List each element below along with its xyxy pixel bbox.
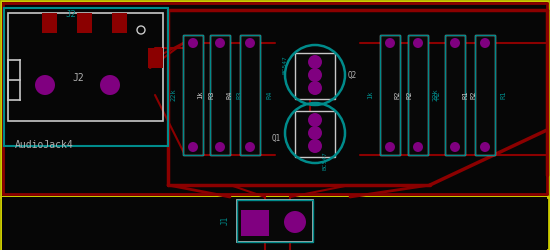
Bar [380,35,400,155]
Circle shape [450,38,460,48]
Bar [112,13,127,33]
Text: J2: J2 [65,10,76,19]
Text: R3: R3 [236,91,242,99]
Bar [295,53,335,99]
Bar [237,200,313,242]
Text: Q2: Q2 [348,70,358,80]
Text: R2: R2 [471,91,477,99]
Text: 22k: 22k [432,89,438,102]
Circle shape [385,38,395,48]
Text: R4: R4 [227,91,233,99]
Bar [183,35,203,155]
Circle shape [215,38,225,48]
Circle shape [308,55,322,69]
Circle shape [308,139,322,153]
Bar [237,200,313,242]
Bar [475,35,495,155]
Bar [210,35,230,155]
Bar [2,2,547,196]
Bar [183,35,203,155]
Circle shape [308,68,322,82]
Circle shape [450,142,460,152]
Bar [42,13,57,33]
Circle shape [245,38,255,48]
Text: R2: R2 [434,91,440,99]
Circle shape [480,142,490,152]
Bar [2,197,547,250]
Text: Q1: Q1 [272,134,281,142]
Circle shape [308,113,322,127]
Text: 1k: 1k [367,91,373,99]
Bar [4,8,168,146]
Bar [445,35,465,155]
Text: BC547: BC547 [322,152,327,171]
Bar [340,197,549,250]
Circle shape [188,38,198,48]
Circle shape [35,75,55,95]
Bar [148,48,163,68]
Bar [241,210,269,236]
Bar [209,197,340,250]
Text: R1: R1 [462,91,468,99]
Text: J1: J1 [221,215,229,224]
Circle shape [385,142,395,152]
Circle shape [308,81,322,95]
Circle shape [308,126,322,140]
Circle shape [245,142,255,152]
Circle shape [215,142,225,152]
Circle shape [188,142,198,152]
Text: 22k: 22k [170,89,176,102]
Text: J2: J2 [72,73,84,83]
Circle shape [413,38,423,48]
Text: R3: R3 [209,91,215,99]
Text: 1k: 1k [197,91,203,99]
Bar [210,35,230,155]
Bar [77,13,92,33]
Bar [240,35,260,155]
Text: AudioJack4: AudioJack4 [15,140,74,150]
Text: BC547: BC547 [283,56,288,74]
Circle shape [480,38,490,48]
Bar [1,197,209,250]
Circle shape [284,211,306,233]
Circle shape [100,75,120,95]
Bar [380,35,400,155]
Text: R2: R2 [395,91,401,99]
Bar [1,1,548,197]
Bar [8,13,163,121]
Bar [408,35,428,155]
Text: R4: R4 [266,91,272,99]
Bar [475,35,495,155]
Bar [408,35,428,155]
Bar [240,35,260,155]
Bar [445,35,465,155]
Circle shape [413,142,423,152]
Text: R2: R2 [406,91,412,99]
Text: R1: R1 [501,91,507,99]
Bar [295,111,335,157]
